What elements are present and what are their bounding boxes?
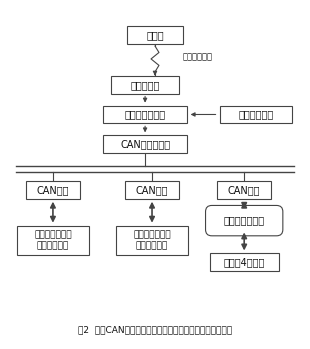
Bar xyxy=(125,181,179,199)
Text: CAN节点: CAN节点 xyxy=(136,185,168,195)
Bar xyxy=(220,105,292,124)
Text: 左腿力传感器和
脚底力传感器: 左腿力传感器和 脚底力传感器 xyxy=(34,231,72,250)
Text: 左右腿4个电机: 左右腿4个电机 xyxy=(224,257,265,267)
Text: CAN节点: CAN节点 xyxy=(37,185,69,195)
Text: CAN节点: CAN节点 xyxy=(228,185,260,195)
Bar xyxy=(17,225,89,255)
Text: 上层控制计算机: 上层控制计算机 xyxy=(125,110,166,119)
Bar xyxy=(111,76,179,94)
Bar xyxy=(26,181,80,199)
Text: 直流电机驱动网: 直流电机驱动网 xyxy=(224,216,265,226)
Bar xyxy=(217,181,272,199)
FancyBboxPatch shape xyxy=(206,206,283,236)
Bar xyxy=(104,135,187,153)
Text: 无线通信卡: 无线通信卡 xyxy=(131,80,160,90)
Text: 电源管理模块: 电源管理模块 xyxy=(238,110,274,119)
Bar xyxy=(127,26,183,44)
Bar xyxy=(116,225,188,255)
Text: 右腿力传感器和
脚底力传感器: 右腿力传感器和 脚底力传感器 xyxy=(133,231,171,250)
Bar xyxy=(104,105,187,124)
Text: CAN总线适配卡: CAN总线适配卡 xyxy=(120,139,170,149)
Bar xyxy=(210,253,279,271)
Text: 监控端: 监控端 xyxy=(146,30,164,40)
Text: 无线局域网络: 无线局域网络 xyxy=(183,52,213,61)
Text: 图2  基于CAN总线的可穿戴型下肃助力机器人控制系统框图: 图2 基于CAN总线的可穿戴型下肃助力机器人控制系统框图 xyxy=(78,325,232,334)
